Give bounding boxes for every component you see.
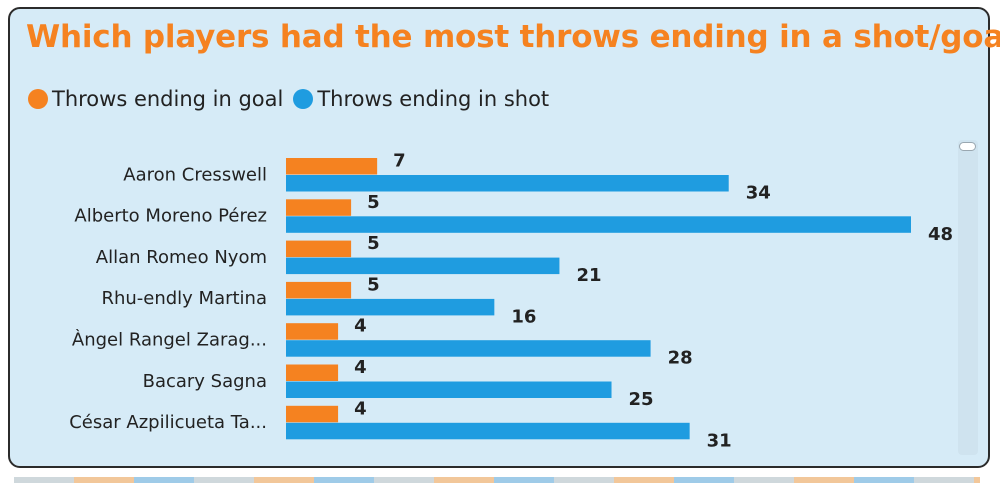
bar-shot[interactable] <box>286 381 612 399</box>
bar-goal[interactable] <box>286 158 378 175</box>
data-label-goal: 7 <box>393 151 406 172</box>
bar-shot[interactable] <box>286 175 729 192</box>
category-label: César Azpilicueta Ta... <box>69 412 267 433</box>
chart-title: Which players had the most throws ending… <box>26 19 1000 55</box>
bar-goal[interactable] <box>286 281 352 299</box>
bar-goal[interactable] <box>286 199 352 216</box>
bar-shot[interactable] <box>286 422 690 440</box>
data-label-goal: 4 <box>354 316 367 337</box>
data-label-shot: 34 <box>746 183 771 204</box>
data-label-shot: 28 <box>668 348 693 369</box>
category-label: Rhu-endly Martina <box>101 288 267 309</box>
legend-item-goal[interactable]: Throws ending in goal <box>28 87 283 111</box>
legend-swatch-goal <box>28 89 48 109</box>
bar-shot[interactable] <box>286 216 911 233</box>
category-label: Alberto Moreno Pérez <box>74 206 267 227</box>
data-label-shot: 21 <box>576 265 601 286</box>
data-label-shot: 16 <box>511 306 536 327</box>
data-label-shot: 48 <box>928 224 953 245</box>
adjacent-visual-edge <box>14 477 980 483</box>
data-label-goal: 4 <box>354 398 367 419</box>
data-label-goal: 4 <box>354 357 367 378</box>
bar-shot[interactable] <box>286 257 560 275</box>
legend-label-shot: Throws ending in shot <box>317 87 550 111</box>
category-label: Allan Romeo Nyom <box>96 247 267 268</box>
category-label: Aaron Cresswell <box>123 164 267 185</box>
legend-item-shot[interactable]: Throws ending in shot <box>293 87 549 111</box>
bar-goal[interactable] <box>286 364 339 382</box>
category-label: Bacary Sagna <box>143 371 267 392</box>
category-label: Àngel Rangel Zarag... <box>72 328 267 350</box>
data-label-goal: 5 <box>367 233 380 254</box>
data-label-shot: 31 <box>707 430 732 451</box>
bar-goal[interactable] <box>286 323 339 340</box>
legend-label-goal: Throws ending in goal <box>52 87 284 111</box>
scrollbar-thumb[interactable] <box>959 142 976 151</box>
bar-goal[interactable] <box>286 405 339 423</box>
data-label-goal: 5 <box>367 274 380 295</box>
data-label-shot: 25 <box>629 389 654 410</box>
bar-shot[interactable] <box>286 340 651 357</box>
scrollbar[interactable] <box>958 140 978 455</box>
bar-goal[interactable] <box>286 240 352 258</box>
data-label-goal: 5 <box>367 192 380 213</box>
legend-swatch-shot <box>293 89 314 109</box>
legend: Throws ending in goal Throws ending in s… <box>28 87 559 111</box>
bar-shot[interactable] <box>286 298 495 316</box>
